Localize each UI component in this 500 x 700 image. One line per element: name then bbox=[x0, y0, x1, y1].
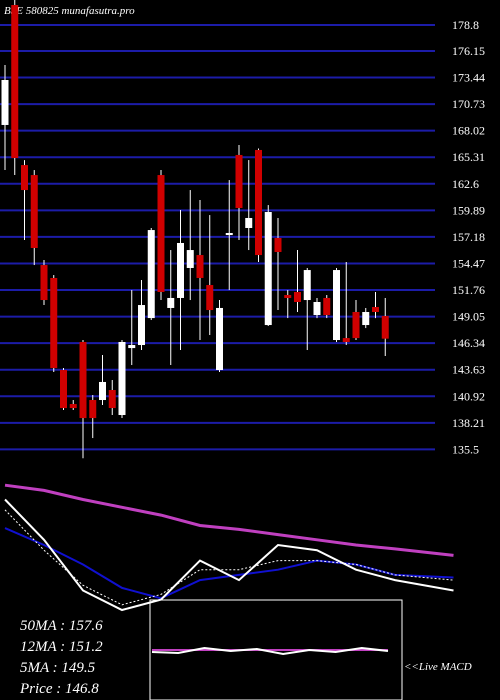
y-tick-label: 149.05 bbox=[452, 310, 485, 324]
y-tick-label: 159.89 bbox=[452, 203, 485, 217]
candle-body bbox=[206, 285, 214, 311]
candle-body bbox=[108, 390, 116, 409]
y-tick-label: 154.47 bbox=[452, 256, 485, 270]
candle-body bbox=[274, 237, 282, 253]
y-tick-label: 140.92 bbox=[452, 389, 485, 403]
y-tick-label: 178.8 bbox=[452, 18, 479, 32]
candle-body bbox=[1, 79, 9, 125]
candle-body bbox=[79, 341, 87, 419]
y-tick-label: 151.76 bbox=[452, 283, 485, 297]
candle-body bbox=[147, 230, 155, 319]
candle-body bbox=[118, 341, 126, 416]
candle-body bbox=[89, 400, 97, 419]
candle-body bbox=[216, 307, 223, 371]
legend-text: 12MA : 151.2 bbox=[20, 639, 103, 655]
candle-body bbox=[157, 175, 165, 292]
indicator-line bbox=[4, 527, 454, 600]
candle-body bbox=[167, 297, 175, 308]
chart-title: BSE 580825 munafasutra.pro bbox=[4, 5, 135, 17]
y-tick-label: 168.02 bbox=[452, 124, 485, 138]
candle-body bbox=[177, 242, 184, 298]
candle-body bbox=[128, 345, 136, 349]
candle-body bbox=[294, 291, 301, 302]
y-tick-label: 157.18 bbox=[452, 230, 485, 244]
candle-body bbox=[69, 404, 77, 409]
y-tick-label: 173.44 bbox=[452, 71, 485, 85]
candle-body bbox=[372, 306, 379, 312]
candle-body bbox=[40, 265, 48, 301]
candle-body bbox=[21, 165, 28, 191]
legend-text: Price : 146.8 bbox=[19, 681, 99, 697]
indicator-line bbox=[4, 498, 454, 612]
candle-body bbox=[99, 381, 106, 401]
y-tick-label: 146.34 bbox=[452, 336, 485, 350]
y-tick-label: 165.31 bbox=[452, 150, 485, 164]
candle-body bbox=[333, 270, 340, 341]
candle-body bbox=[186, 250, 194, 268]
candle-body bbox=[352, 311, 360, 339]
candle-body bbox=[255, 149, 262, 256]
y-tick-label: 135.5 bbox=[452, 442, 479, 456]
y-tick-label: 138.21 bbox=[452, 416, 485, 430]
candle-body bbox=[284, 295, 292, 298]
y-tick-label: 170.73 bbox=[452, 97, 485, 111]
legend-text: 5MA : 149.5 bbox=[20, 660, 96, 676]
y-tick-label: 176.15 bbox=[452, 44, 485, 58]
candle-body bbox=[362, 311, 370, 326]
candle-body bbox=[196, 255, 204, 278]
macd-line bbox=[151, 646, 389, 656]
macd-box bbox=[149, 599, 403, 700]
candle-body bbox=[313, 301, 321, 316]
candle-body bbox=[60, 370, 67, 409]
candle-body bbox=[225, 232, 233, 236]
indicator-line bbox=[4, 483, 454, 557]
candle-body bbox=[138, 305, 145, 346]
y-tick-label: 162.6 bbox=[452, 177, 479, 191]
candle-body bbox=[381, 316, 389, 339]
candle-body bbox=[50, 277, 58, 369]
candle-body bbox=[303, 270, 311, 301]
candle-body bbox=[264, 212, 272, 326]
candle-body bbox=[30, 175, 38, 248]
legend-text: 50MA : 157.6 bbox=[20, 618, 103, 634]
candle-body bbox=[245, 217, 253, 228]
macd-label: <<Live MACD bbox=[404, 661, 472, 673]
y-tick-label: 143.63 bbox=[452, 363, 485, 377]
candle-body bbox=[235, 154, 243, 208]
candle-body bbox=[342, 338, 350, 342]
candle-body bbox=[323, 297, 331, 316]
candle-body bbox=[11, 4, 19, 159]
